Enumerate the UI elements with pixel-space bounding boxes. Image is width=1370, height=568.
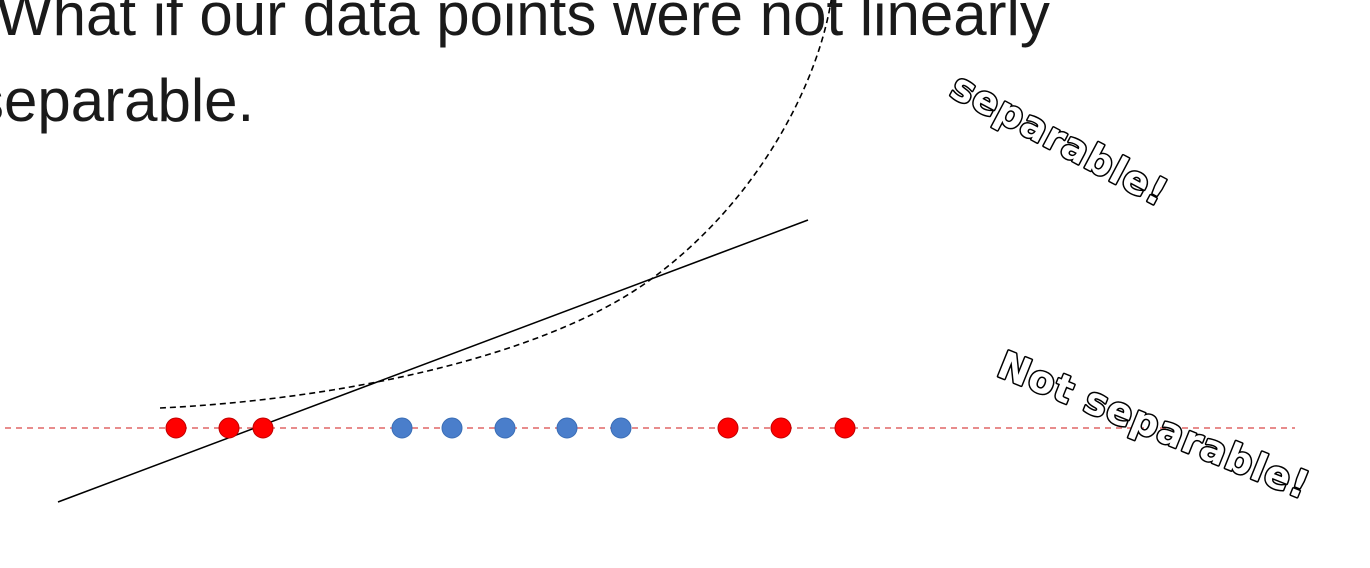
red-point: [165, 417, 187, 439]
separating-line: [57, 219, 809, 503]
data-points: [165, 417, 856, 439]
blue-point: [441, 417, 463, 439]
slide-title: What if our data points were not linearl…: [0, 0, 1370, 144]
red-point: [717, 417, 739, 439]
red-point: [834, 417, 856, 439]
title-line-2: separable.: [0, 67, 255, 134]
separable-label: separable!: [944, 64, 1176, 215]
blue-point: [556, 417, 578, 439]
title-line-1: What if our data points were not linearl…: [0, 0, 1050, 48]
lifted-curve: [159, 0, 832, 409]
not-separable-label: Not separable!: [992, 343, 1317, 508]
blue-point: [494, 417, 516, 439]
red-point: [252, 417, 274, 439]
red-point: [770, 417, 792, 439]
red-point: [218, 417, 240, 439]
blue-point: [391, 417, 413, 439]
blue-point: [610, 417, 632, 439]
